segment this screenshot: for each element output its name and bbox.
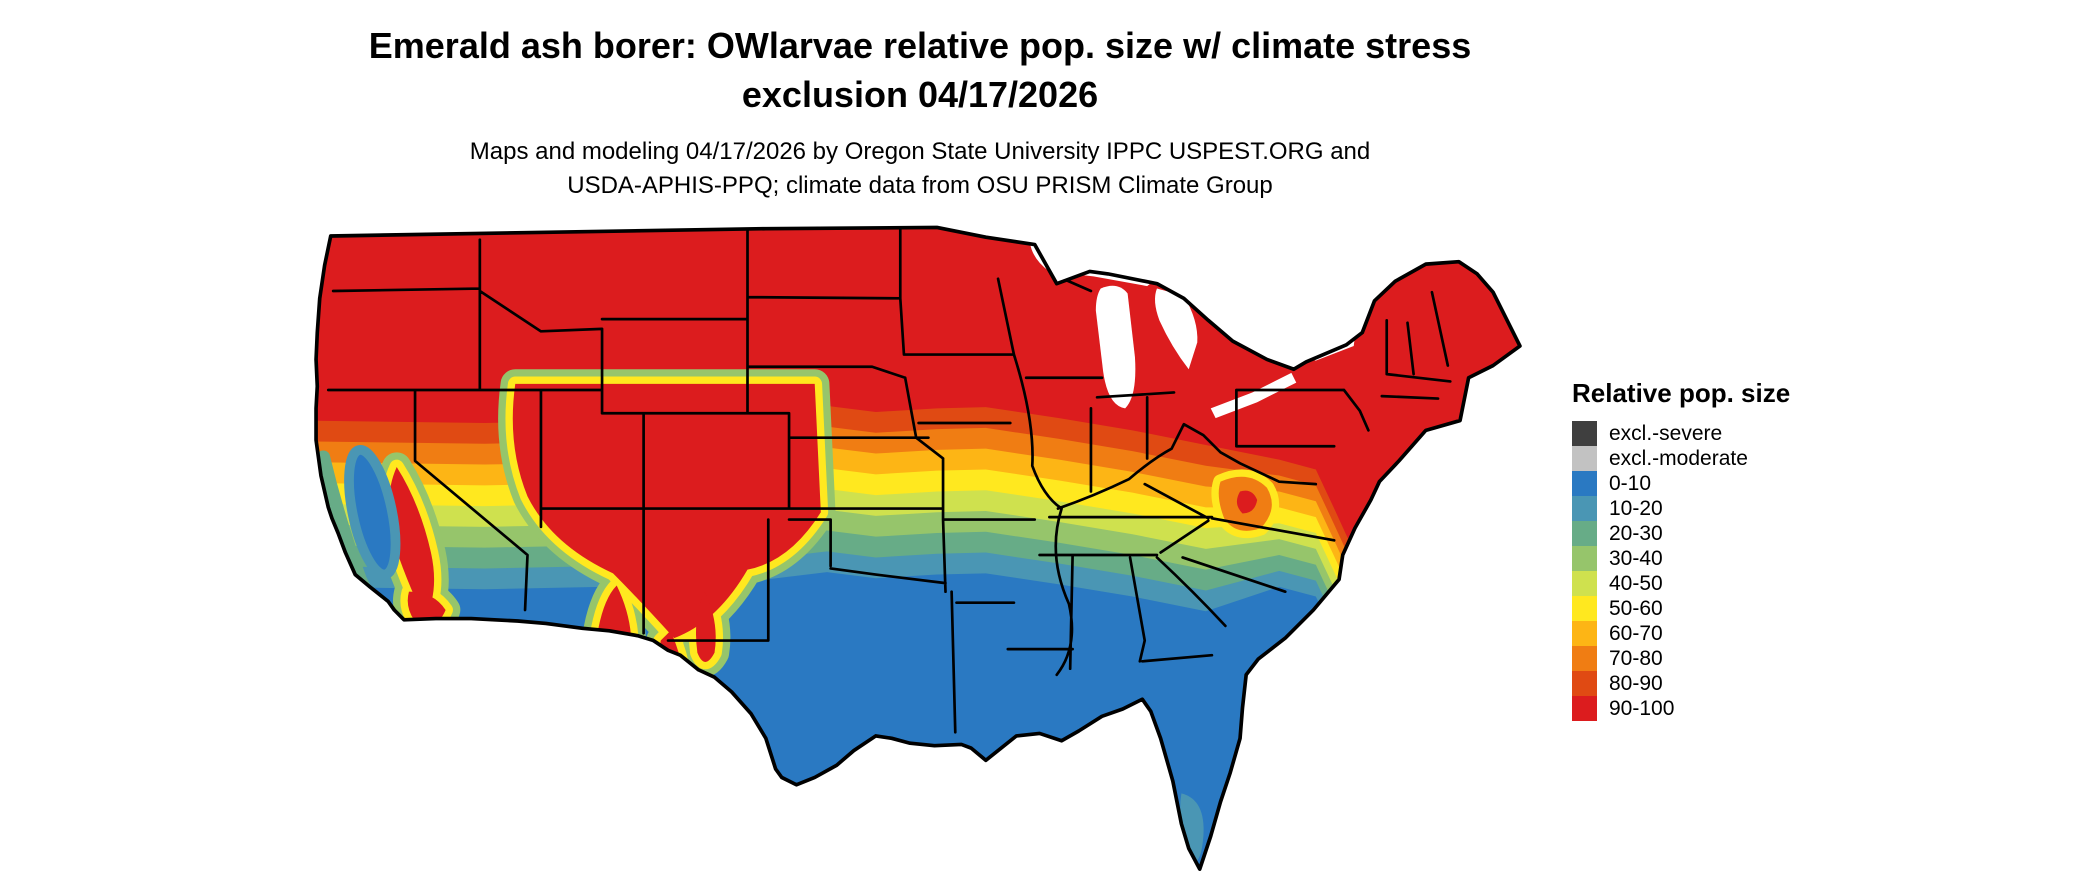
legend-swatch [1572, 571, 1597, 596]
legend-swatch [1572, 646, 1597, 671]
appalachia-red-core [1236, 490, 1258, 514]
legend-label: 60-70 [1609, 622, 1663, 645]
legend-label: 90-100 [1609, 697, 1675, 720]
legend-entry: 40-50 [1572, 571, 1790, 596]
map-fill-layers [316, 227, 1520, 870]
legend-swatch [1572, 496, 1597, 521]
us-outline [314, 225, 1522, 871]
legend-label: 80-90 [1609, 672, 1663, 695]
legend-entry: 60-70 [1572, 621, 1790, 646]
legend-swatch [1572, 471, 1597, 496]
lake-erie [1210, 372, 1297, 419]
legend-label: 40-50 [1609, 572, 1663, 595]
legend-entry: 90-100 [1572, 696, 1790, 721]
legend-label: 50-60 [1609, 597, 1663, 620]
lake-michigan [1095, 285, 1136, 409]
figure-header: Emerald ash borer: OWlarvae relative pop… [0, 22, 1840, 202]
us-map [314, 225, 1522, 871]
legend-entry: 70-80 [1572, 646, 1790, 671]
legend-entries: excl.-severe excl.-moderate 0-10 10-20 20-30… [1572, 421, 1790, 721]
legend-swatch [1572, 696, 1597, 721]
central-valley-blue [344, 445, 401, 580]
legend-entry: 30-40 [1572, 546, 1790, 571]
legend-label: excl.-severe [1609, 422, 1723, 445]
legend-label: 30-40 [1609, 547, 1663, 570]
legend-label: 20-30 [1609, 522, 1663, 545]
legend: Relative pop. size excl.-severe excl.-mod… [1572, 378, 1790, 721]
legend-swatch [1572, 621, 1597, 646]
legend-entry: 20-30 [1572, 521, 1790, 546]
page-title-line1: Emerald ash borer: OWlarvae relative pop… [368, 25, 1472, 66]
legend-swatch [1572, 446, 1597, 471]
legend-swatch [1572, 521, 1597, 546]
legend-label: excl.-moderate [1609, 447, 1748, 470]
legend-label: 10-20 [1609, 497, 1663, 520]
legend-swatch [1572, 546, 1597, 571]
lake-huron [1154, 288, 1198, 370]
legend-title: Relative pop. size [1572, 378, 1791, 408]
legend-entry: 0-10 [1572, 471, 1790, 496]
legend-entry: 80-90 [1572, 671, 1790, 696]
legend-entry: excl.-moderate [1572, 446, 1790, 471]
legend-swatch [1572, 596, 1597, 621]
legend-entry: excl.-severe [1572, 421, 1790, 446]
legend-label: 70-80 [1609, 647, 1663, 670]
figure-subtitle: Maps and modeling 04/17/2026 by Oregon S… [0, 135, 1840, 202]
subtitle-line1: Maps and modeling 04/17/2026 by Oregon S… [469, 138, 1371, 166]
map-figure [300, 225, 1525, 885]
state-borders [326, 227, 1452, 734]
legend-swatch [1572, 421, 1597, 446]
subtitle-line2: USDA-APHIS-PPQ; climate data from OSU PR… [567, 171, 1273, 199]
legend-label: 0-10 [1609, 472, 1652, 495]
page-title-line2: exclusion 04/17/2026 [741, 73, 1099, 115]
legend-swatch [1572, 671, 1597, 696]
legend-entry: 50-60 [1572, 596, 1790, 621]
legend-entry: 10-20 [1572, 496, 1790, 521]
